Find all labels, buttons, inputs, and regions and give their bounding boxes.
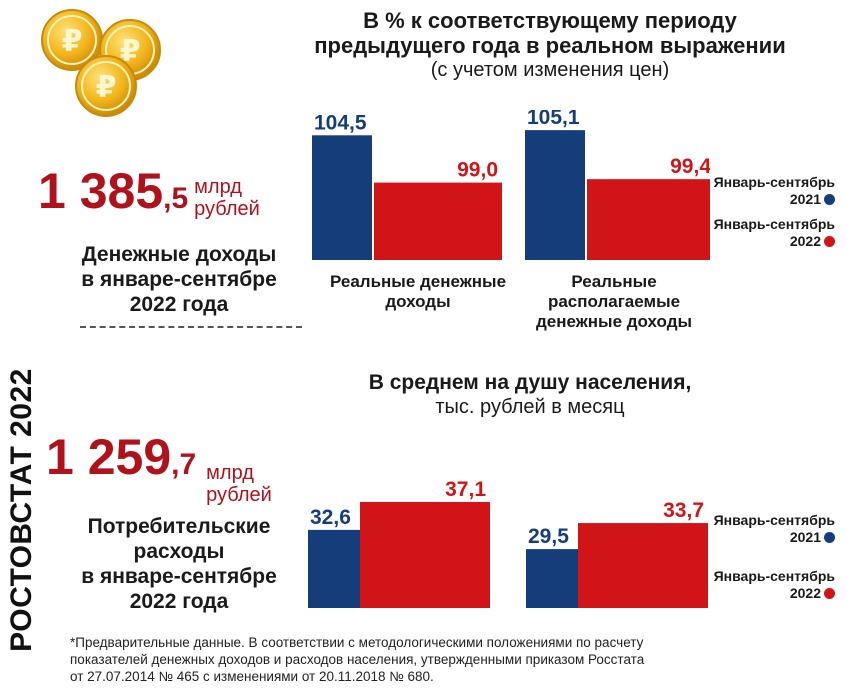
expenses-unit-line1: млрд: [206, 462, 254, 484]
legend-top-2021: Январь-сентябрь 2021: [690, 174, 835, 208]
legend-bottom: Январь-сентябрь 2021 Январь-сентябрь 202…: [690, 512, 835, 602]
footnote-line3: от 27.07.2014 № 465 с изменениями от 20.…: [70, 669, 434, 684]
expenses-value-int: 1 259: [46, 429, 172, 485]
chart4-label-2022: 33,7: [663, 499, 704, 522]
income-desc-line2: в январе-сентябре: [81, 268, 277, 291]
income-unit-line1: млрд: [194, 176, 242, 198]
income-desc-line1: Денежные доходы: [81, 243, 277, 266]
top-header-line2: предыдущего года в реальном выражении: [314, 33, 786, 58]
income-value-dec: ,5: [163, 182, 189, 215]
legend-top: Январь-сентябрь 2021 Январь-сентябрь 202…: [690, 174, 835, 250]
income-unit-line2: рублей: [194, 198, 260, 220]
footnote: *Предварительные данные. В соответствии …: [70, 634, 770, 685]
legend-top-2022: Январь-сентябрь 2022: [690, 216, 835, 250]
top-header: В % к соответствующему периоду предыдуще…: [270, 8, 830, 82]
legend-top-2021-line1: Январь-сентябрь: [713, 174, 835, 190]
income-description: Денежные доходы в январе-сентябре 2022 г…: [56, 242, 302, 317]
chart2-caption-line3: денежные доходы: [535, 312, 692, 331]
legend-blue-dot-icon: [824, 194, 835, 205]
chart2-label-2022: 99,4: [670, 155, 710, 178]
chart-real-disposable-income: 105,1 99,4: [525, 110, 710, 260]
top-header-line3: (с учетом изменения цен): [430, 59, 670, 81]
chart2-caption-line2: располагаемые: [547, 292, 681, 311]
chart-per-capita-income: 32,6 37,1: [308, 478, 490, 608]
chart2-bar-2022: [587, 179, 710, 260]
expenses-desc-line2: расходы: [133, 540, 225, 563]
chart-per-capita-expenses: 29,5 33,7: [526, 499, 708, 608]
bottom-header-line1: В среднем на душу населения,: [368, 371, 692, 394]
expenses-total: 1 259,7 млрд рублей: [46, 432, 316, 506]
coin-3-icon: ₽: [75, 55, 137, 117]
legend-top-2021-line2: 2021: [789, 191, 821, 207]
legend-bottom-2022-line1: Январь-сентябрь: [713, 568, 835, 584]
legend-red-dot-icon: [824, 236, 835, 247]
income-value: 1 385,5: [38, 166, 188, 224]
expenses-unit-line2: рублей: [206, 484, 272, 506]
svg-text:₽: ₽: [120, 35, 141, 68]
expenses-description: Потребительские расходы в январе-сентябр…: [56, 514, 302, 614]
expenses-value-dec: ,7: [171, 448, 197, 481]
legend-red-dot-icon: [824, 588, 835, 599]
expenses-desc-line3: в январе-сентябре: [81, 565, 277, 588]
watermark-text: РОСТОВСТАТ 2022: [5, 368, 39, 652]
income-desc-line3: 2022 года: [129, 293, 229, 316]
chart3-bar-2021: [308, 529, 364, 608]
watermark-label: РОСТОВСТАТ 2022: [2, 360, 42, 660]
expenses-desc-line1: Потребительские: [87, 515, 271, 538]
chart1-caption-line2: доходы: [385, 292, 451, 311]
legend-bottom-2021-line1: Январь-сентябрь: [713, 512, 835, 528]
chart1-bar-2022: [374, 182, 502, 260]
svg-text:₽: ₽: [96, 71, 117, 104]
income-total: 1 385,5 млрд рублей: [38, 166, 308, 224]
legend-bottom-2022-line2: 2022: [789, 585, 821, 601]
footnote-line2: показателей денежных доходов и расходов …: [70, 652, 645, 667]
chart3-label-2022: 37,1: [445, 478, 486, 501]
income-divider: [80, 326, 302, 328]
chart-real-income: 104,5 99,0: [312, 111, 502, 260]
chart1-bar-2021: [312, 135, 372, 260]
chart2-caption: Реальные располагаемые денежные доходы: [514, 272, 714, 332]
chart1-label-2021: 104,5: [314, 111, 367, 134]
coins-icon: ₽ ₽ ₽: [41, 9, 161, 117]
chart2-caption-line1: Реальные: [571, 272, 657, 291]
legend-blue-dot-icon: [824, 532, 835, 543]
chart1-caption: Реальные денежные доходы: [318, 272, 518, 312]
legend-bottom-2022: Январь-сентябрь 2022: [690, 568, 835, 602]
chart4-bar-2022: [578, 523, 708, 608]
bottom-header-line2: тыс. рублей в месяц: [435, 396, 625, 418]
legend-bottom-2021: Январь-сентябрь 2021: [690, 512, 835, 546]
bottom-header: В среднем на душу населения, тыс. рублей…: [300, 370, 760, 419]
chart1-label-2022: 99,0: [457, 159, 498, 182]
chart3-label-2021: 32,6: [310, 506, 351, 529]
chart4-label-2021: 29,5: [528, 525, 569, 548]
svg-text:₽: ₽: [62, 25, 83, 58]
top-charts: 104,5 99,0 105,1 99,4: [312, 110, 710, 260]
expenses-desc-line4: 2022 года: [129, 590, 229, 613]
legend-top-2022-line1: Январь-сентябрь: [713, 216, 835, 232]
expenses-value: 1 259,7: [46, 432, 196, 490]
legend-top-2022-line2: 2022: [789, 233, 821, 249]
chart3-bar-2022: [360, 501, 490, 608]
chart2-bar-2021: [525, 130, 585, 260]
chart4-bar-2021: [526, 549, 582, 608]
top-header-line1: В % к соответствующему периоду: [363, 8, 737, 33]
income-value-int: 1 385: [38, 163, 164, 219]
chart2-label-2021: 105,1: [527, 110, 580, 129]
bottom-charts: 32,6 37,1 29,5 33,7: [308, 478, 708, 608]
chart1-caption-line1: Реальные денежные: [329, 272, 507, 291]
legend-bottom-2021-line2: 2021: [789, 529, 821, 545]
footnote-line1: *Предварительные данные. В соответствии …: [70, 635, 644, 650]
